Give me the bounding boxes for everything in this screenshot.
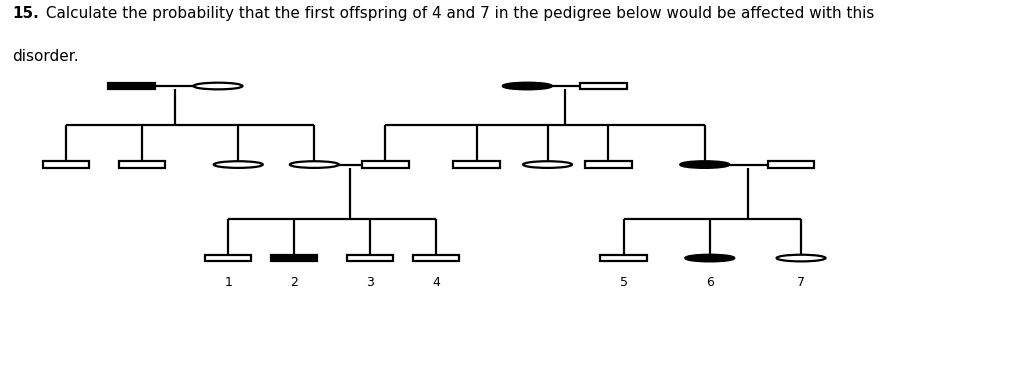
Ellipse shape — [777, 255, 825, 261]
Text: disorder.: disorder. — [12, 49, 79, 64]
Bar — [362, 162, 409, 168]
Text: 7: 7 — [797, 276, 805, 289]
Text: 6: 6 — [706, 276, 714, 289]
Bar — [108, 83, 155, 89]
Text: 15.: 15. — [12, 6, 39, 21]
Bar — [600, 255, 647, 261]
Text: Calculate the probability that the first offspring of 4 and 7 in the pedigree be: Calculate the probability that the first… — [41, 6, 874, 21]
Text: 3: 3 — [366, 276, 374, 289]
Bar — [347, 255, 393, 261]
Ellipse shape — [503, 83, 552, 89]
Bar — [413, 255, 459, 261]
Text: 1: 1 — [224, 276, 232, 289]
Bar — [585, 162, 632, 168]
Bar — [453, 162, 500, 168]
Bar — [271, 255, 317, 261]
Ellipse shape — [290, 161, 339, 168]
Ellipse shape — [214, 161, 263, 168]
Bar — [580, 83, 627, 89]
Ellipse shape — [194, 83, 242, 89]
Bar — [119, 162, 165, 168]
Ellipse shape — [523, 161, 572, 168]
Bar — [205, 255, 251, 261]
Bar — [43, 162, 89, 168]
Text: 5: 5 — [620, 276, 628, 289]
Ellipse shape — [685, 255, 734, 261]
Bar — [768, 162, 814, 168]
Ellipse shape — [680, 161, 729, 168]
Text: 2: 2 — [290, 276, 298, 289]
Text: 4: 4 — [432, 276, 440, 289]
